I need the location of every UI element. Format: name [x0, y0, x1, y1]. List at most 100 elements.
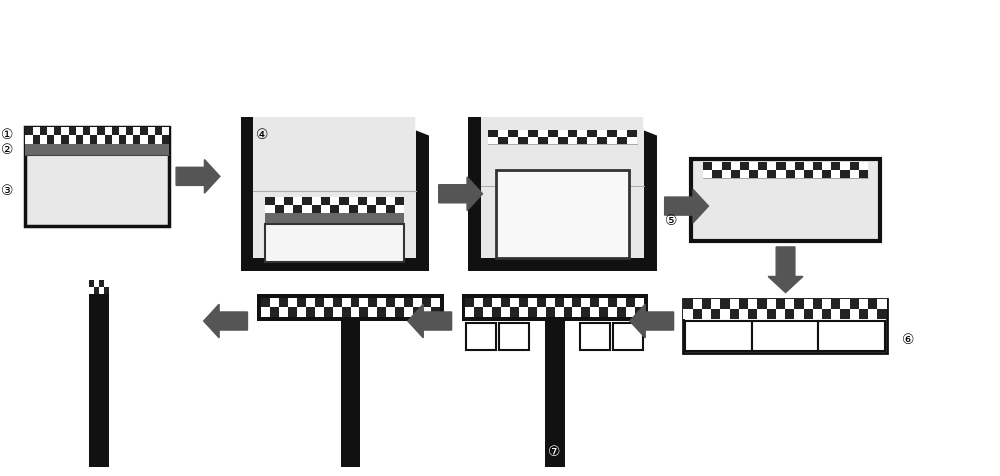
Bar: [877, 298, 887, 308]
Bar: [468, 117, 657, 271]
Polygon shape: [630, 304, 674, 338]
Bar: [822, 298, 831, 308]
Bar: [279, 307, 288, 317]
Bar: [253, 117, 416, 258]
Bar: [767, 298, 776, 308]
Bar: [133, 127, 140, 135]
Bar: [804, 298, 813, 308]
Bar: [395, 298, 404, 307]
Bar: [377, 298, 386, 307]
Bar: [466, 323, 496, 350]
Polygon shape: [408, 304, 452, 338]
Bar: [333, 307, 342, 317]
Bar: [519, 307, 528, 317]
Bar: [265, 225, 404, 262]
Bar: [422, 307, 431, 317]
Bar: [465, 298, 644, 317]
Bar: [481, 117, 644, 258]
Bar: [261, 298, 440, 317]
Text: ⑤: ⑤: [665, 214, 678, 228]
Bar: [112, 135, 119, 144]
Bar: [607, 137, 617, 144]
Bar: [47, 127, 54, 135]
Bar: [474, 298, 483, 307]
Bar: [288, 298, 297, 307]
Bar: [545, 320, 565, 466]
Bar: [703, 170, 712, 178]
Bar: [613, 323, 643, 350]
Polygon shape: [204, 304, 247, 338]
Bar: [321, 205, 330, 213]
Bar: [840, 298, 850, 308]
Bar: [627, 137, 637, 144]
Bar: [25, 127, 169, 144]
Bar: [89, 287, 94, 294]
Bar: [261, 307, 270, 317]
Bar: [342, 298, 351, 307]
Bar: [465, 307, 474, 317]
Bar: [868, 308, 877, 318]
Bar: [404, 307, 413, 317]
Bar: [499, 323, 529, 350]
Bar: [501, 307, 510, 317]
Polygon shape: [768, 247, 803, 293]
Bar: [89, 294, 109, 466]
Bar: [580, 323, 610, 350]
Bar: [349, 197, 358, 205]
Bar: [617, 298, 626, 307]
Bar: [33, 127, 40, 135]
Bar: [312, 197, 321, 205]
Bar: [94, 280, 99, 287]
Bar: [367, 197, 376, 205]
Bar: [822, 162, 831, 170]
Bar: [359, 298, 368, 307]
Bar: [608, 307, 617, 317]
Bar: [341, 320, 360, 466]
Bar: [97, 135, 105, 144]
Bar: [83, 135, 90, 144]
Bar: [581, 298, 590, 307]
Bar: [339, 205, 349, 213]
Bar: [590, 307, 599, 317]
Text: ⑥: ⑥: [902, 333, 915, 347]
Bar: [685, 320, 752, 351]
Bar: [293, 197, 302, 205]
Bar: [99, 287, 104, 294]
Bar: [105, 127, 112, 135]
Bar: [564, 298, 572, 307]
Bar: [386, 307, 395, 317]
Bar: [795, 170, 804, 178]
Bar: [265, 213, 404, 225]
Bar: [496, 170, 629, 258]
Bar: [25, 144, 169, 156]
Bar: [758, 170, 767, 178]
Bar: [850, 308, 859, 318]
Bar: [104, 280, 109, 287]
Bar: [155, 135, 162, 144]
Bar: [720, 308, 730, 318]
Bar: [119, 127, 126, 135]
Bar: [794, 308, 804, 318]
Bar: [850, 170, 859, 178]
Bar: [302, 205, 312, 213]
Bar: [90, 127, 97, 135]
Bar: [786, 162, 795, 170]
Bar: [776, 308, 785, 318]
Bar: [518, 129, 528, 137]
Bar: [548, 137, 558, 144]
Bar: [270, 298, 279, 307]
Bar: [739, 308, 748, 318]
Bar: [25, 127, 169, 226]
Bar: [330, 197, 339, 205]
Text: ①: ①: [1, 128, 14, 142]
Bar: [813, 170, 822, 178]
Bar: [275, 197, 284, 205]
Bar: [297, 307, 306, 317]
Bar: [546, 298, 555, 307]
Bar: [731, 162, 740, 170]
Bar: [785, 298, 794, 308]
Bar: [306, 298, 315, 307]
Text: ③: ③: [1, 184, 14, 198]
Bar: [25, 135, 33, 144]
Bar: [617, 129, 627, 137]
